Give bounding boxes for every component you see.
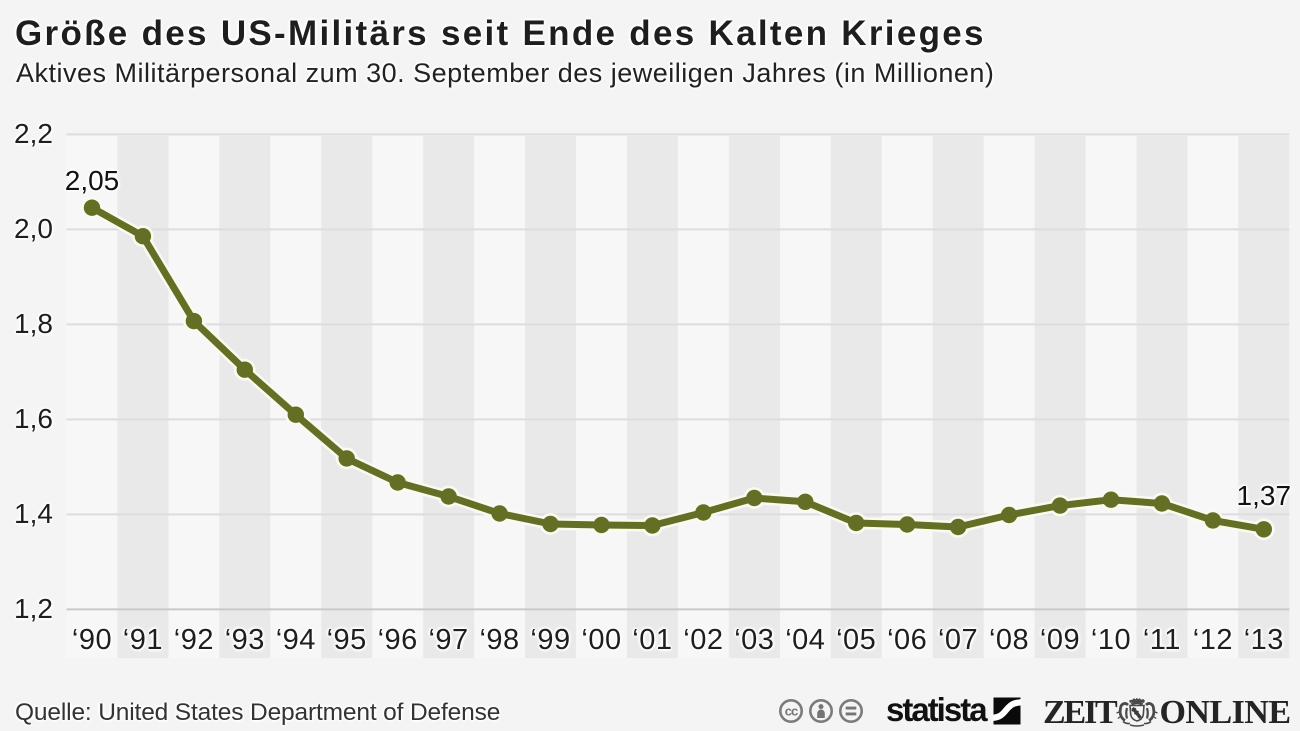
svg-text:cc: cc <box>785 704 798 719</box>
